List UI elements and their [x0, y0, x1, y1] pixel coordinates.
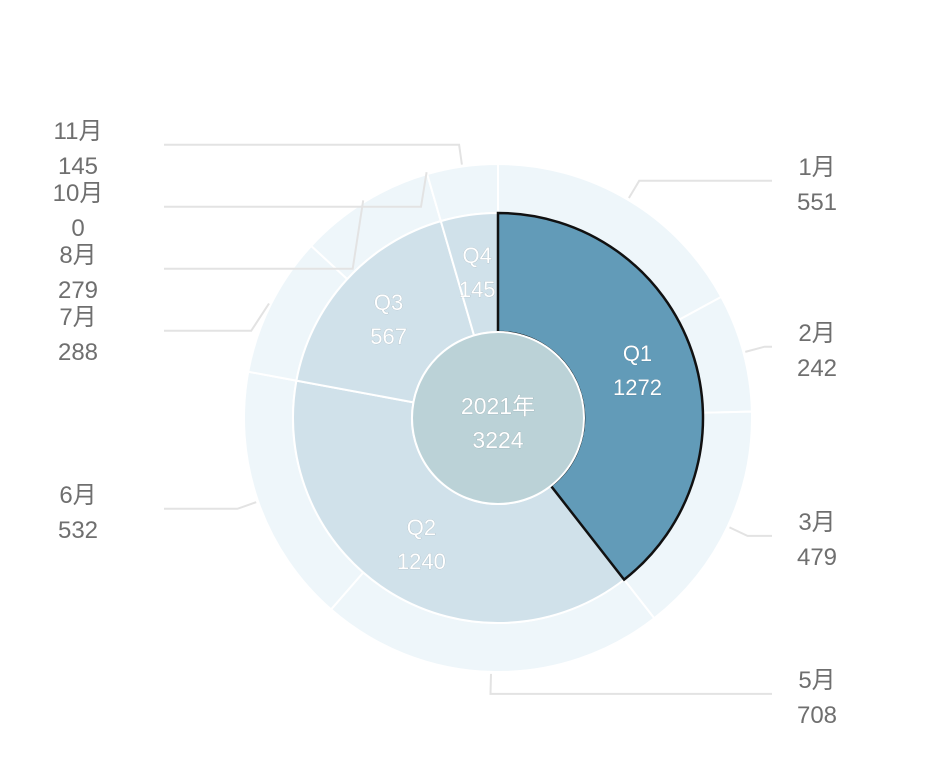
inner-label-value-q3: 567	[370, 324, 407, 349]
inner-label-value-q2: 1240	[397, 549, 446, 574]
outer-label-name-10月: 10月	[53, 180, 104, 207]
inner-label-name-q2: Q2	[407, 515, 436, 540]
outer-label-value-6月: 532	[58, 517, 98, 544]
outer-label-name-1月: 1月	[798, 154, 835, 181]
center-node: 2021年 3224	[411, 331, 585, 505]
outer-label-value-8月: 279	[58, 277, 98, 304]
leader-line-6月	[164, 501, 257, 510]
outer-label-value-11月: 145	[58, 153, 98, 180]
inner-label-name-q1: Q1	[623, 341, 652, 366]
inner-label-value-q4: 145	[459, 277, 496, 302]
leader-line-2月	[745, 345, 772, 353]
inner-ring	[292, 211, 705, 624]
leader-line-8月	[164, 200, 365, 270]
leader-line-1月	[628, 179, 772, 199]
leader-line-10月	[164, 172, 428, 208]
outer-labels: 1月5512月2423月4795月70811月14510月08月2797月288…	[53, 118, 837, 729]
outer-label-value-7月: 288	[58, 339, 98, 366]
center-circle[interactable]	[411, 331, 585, 505]
outer-label-value-3月: 479	[797, 544, 837, 571]
inner-labels: Q1 1272 Q2 1240 Q3 567 Q4 145	[370, 243, 662, 575]
outer-label-value-1月: 551	[797, 189, 837, 216]
inner-label-value-q1: 1272	[613, 375, 662, 400]
leader-line-3月	[729, 526, 772, 537]
outer-label-name-7月: 7月	[59, 304, 96, 331]
inner-label-name-q3: Q3	[374, 290, 403, 315]
outer-ring	[243, 162, 753, 674]
outer-label-name-2月: 2月	[798, 320, 835, 347]
leader-line-7月	[164, 302, 270, 332]
outer-label-name-8月: 8月	[59, 242, 96, 269]
outer-label-name-11月: 11月	[54, 118, 103, 145]
leader-lines	[164, 143, 772, 695]
leader-line-11月	[164, 143, 463, 165]
outer-label-name-3月: 3月	[798, 509, 835, 536]
inner-label-name-q4: Q4	[463, 243, 492, 268]
outer-label-value-10月: 0	[71, 215, 84, 242]
outer-label-value-5月: 708	[797, 702, 837, 729]
outer-label-value-2月: 242	[797, 355, 837, 382]
outer-label-name-5月: 5月	[798, 667, 835, 694]
center-value-label: 3224	[472, 427, 523, 453]
outer-label-name-6月: 6月	[59, 482, 96, 509]
leader-line-5月	[489, 673, 772, 695]
center-name-label: 2021年	[461, 393, 535, 419]
